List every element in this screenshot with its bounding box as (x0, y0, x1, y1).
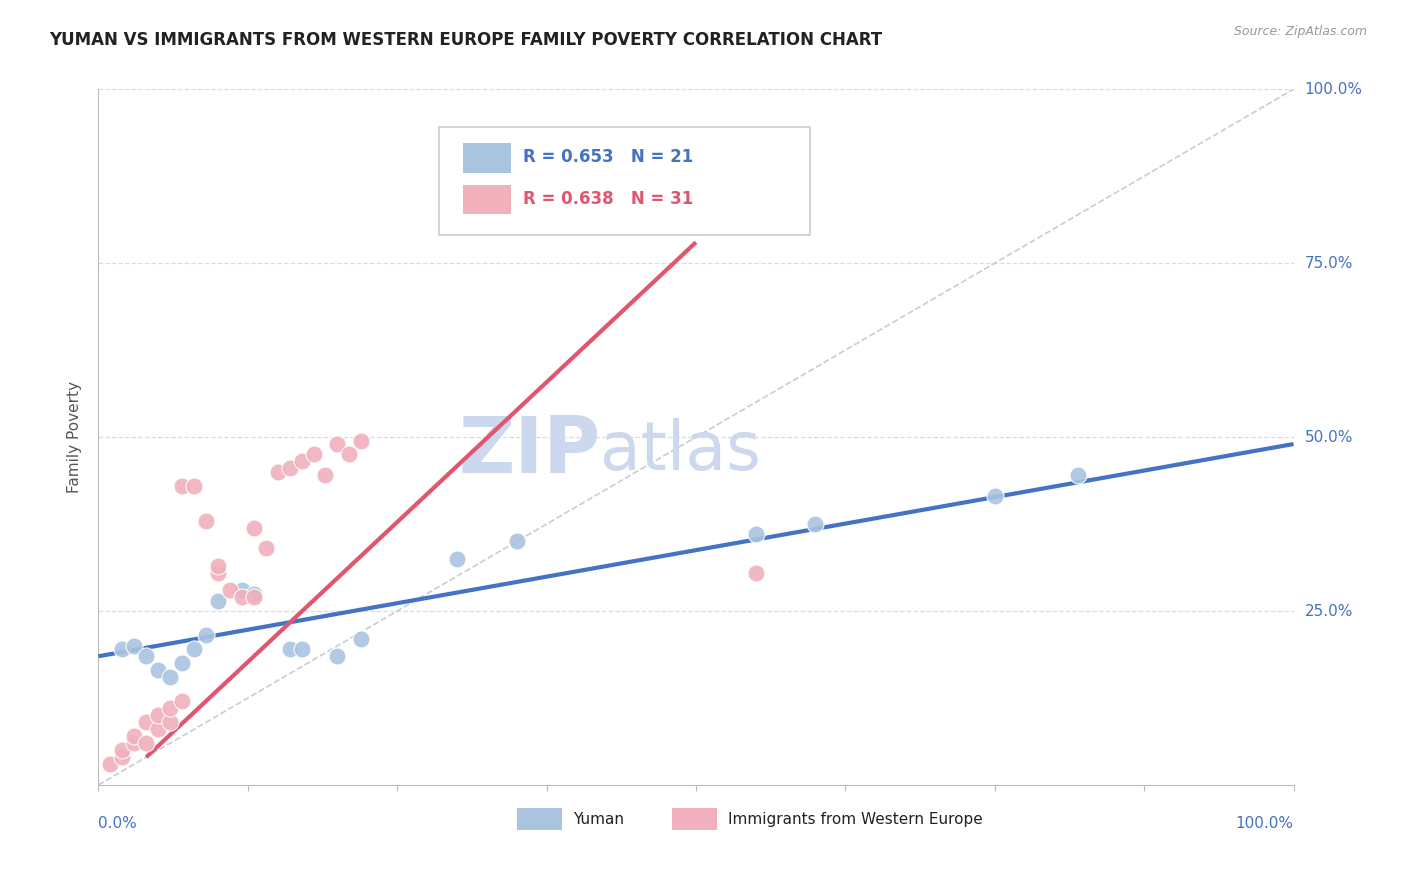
Point (159, 715, 181, 730)
Text: Source: ZipAtlas.com: Source: ZipAtlas.com (1233, 25, 1367, 38)
Point (446, 551, 468, 566)
Text: YUMAN VS IMMIGRANTS FROM WESTERN EUROPE FAMILY POVERTY CORRELATION CHART: YUMAN VS IMMIGRANTS FROM WESTERN EUROPE … (49, 31, 883, 49)
FancyBboxPatch shape (439, 128, 810, 235)
Text: ZIP: ZIP (458, 413, 600, 489)
Point (111, 642, 134, 657)
Text: Yuman: Yuman (572, 812, 624, 827)
Point (98, 757, 122, 772)
Point (111, 750, 134, 764)
FancyBboxPatch shape (463, 186, 510, 214)
Point (315, 468, 337, 483)
Point (207, 593, 229, 607)
Point (350, 632, 373, 646)
Text: 50.0%: 50.0% (1305, 430, 1353, 444)
Point (207, 566, 229, 580)
Text: 75.0%: 75.0% (1305, 256, 1353, 270)
Point (124, 639, 146, 653)
Point (983, 489, 1005, 503)
Point (159, 701, 181, 715)
FancyBboxPatch shape (672, 808, 717, 830)
Point (148, 723, 170, 737)
Text: 0.0%: 0.0% (98, 815, 138, 830)
Point (290, 454, 312, 468)
Point (267, 465, 290, 479)
Point (124, 729, 146, 743)
Point (148, 663, 170, 677)
Point (148, 708, 170, 723)
Text: 25.0%: 25.0% (1305, 604, 1353, 618)
Point (219, 583, 242, 598)
Point (302, 447, 325, 462)
Point (745, 566, 768, 580)
Point (243, 590, 266, 604)
Point (135, 649, 157, 664)
Point (183, 642, 205, 657)
Text: atlas: atlas (600, 418, 761, 484)
Point (194, 628, 217, 642)
Point (194, 514, 217, 528)
Point (278, 461, 301, 475)
Text: 100.0%: 100.0% (1305, 82, 1362, 96)
Point (804, 516, 827, 531)
Point (231, 583, 253, 598)
Point (172, 657, 194, 671)
Point (337, 447, 360, 462)
Point (207, 558, 229, 573)
FancyBboxPatch shape (463, 144, 510, 173)
Point (111, 743, 134, 757)
Text: 100.0%: 100.0% (1236, 815, 1294, 830)
Point (506, 534, 529, 549)
Text: R = 0.653   N = 21: R = 0.653 N = 21 (523, 148, 693, 167)
Point (745, 527, 768, 541)
Point (231, 590, 253, 604)
Point (1067, 468, 1090, 483)
Point (326, 437, 349, 451)
Point (278, 642, 301, 657)
Point (243, 520, 266, 534)
Point (183, 479, 205, 493)
Point (350, 434, 373, 448)
Text: R = 0.638   N = 31: R = 0.638 N = 31 (523, 190, 693, 208)
Point (172, 694, 194, 708)
FancyBboxPatch shape (517, 808, 562, 830)
Text: Immigrants from Western Europe: Immigrants from Western Europe (728, 812, 983, 827)
Point (135, 736, 157, 750)
Point (326, 649, 349, 664)
Point (159, 670, 181, 684)
Y-axis label: Family Poverty: Family Poverty (67, 381, 83, 493)
Point (124, 736, 146, 750)
Point (172, 479, 194, 493)
Point (135, 715, 157, 730)
Point (290, 642, 312, 657)
Point (254, 541, 277, 556)
Point (243, 587, 266, 601)
